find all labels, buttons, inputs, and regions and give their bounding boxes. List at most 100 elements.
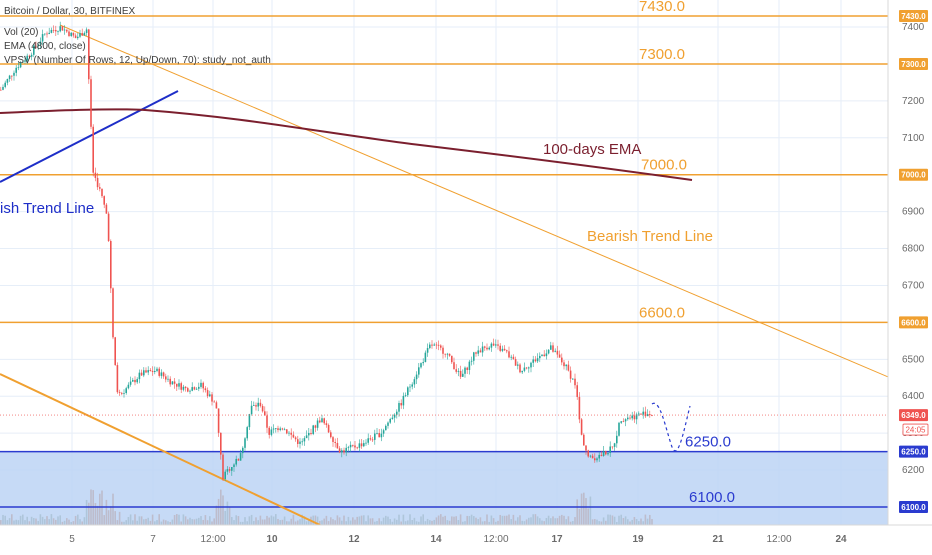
- volume-bar-126: [277, 518, 279, 525]
- volume-bar-50: [110, 506, 112, 525]
- candle-body-81: [178, 383, 180, 387]
- candle-body-49: [107, 213, 110, 242]
- candle-body-142: [312, 425, 314, 434]
- bearish-annotation: Bearish Trend Line: [587, 228, 713, 245]
- volume-bar-78: [171, 519, 174, 525]
- candle-body-88: [193, 387, 196, 390]
- volume-bar-293: [644, 514, 647, 525]
- candle-body-141: [310, 432, 312, 434]
- candle-body-164: [360, 443, 363, 447]
- candle-body-192: [422, 362, 424, 364]
- candle-body-148: [325, 423, 328, 426]
- x-tick-5: 14: [430, 534, 442, 545]
- candle-body-152: [334, 441, 336, 443]
- y-tick-7100: 7100: [902, 133, 925, 144]
- volume-bar-176: [387, 516, 389, 525]
- candle-body-82: [180, 383, 182, 390]
- volume-bar-25: [55, 519, 57, 525]
- volume-bar-130: [286, 521, 288, 525]
- volume-bar-95: [209, 516, 211, 525]
- volume-bar-214: [470, 514, 473, 525]
- candle-body-219: [481, 346, 484, 353]
- volume-bar-39: [85, 499, 88, 525]
- ema-annotation: 100-days EMA: [543, 141, 641, 158]
- candle-body-85: [187, 388, 189, 392]
- volume-bar-273: [600, 521, 603, 525]
- candle-body-134: [294, 437, 297, 440]
- volume-bar-225: [495, 521, 497, 525]
- candle-body-84: [184, 386, 187, 389]
- volume-bar-16: [35, 518, 37, 525]
- y-tick-7400: 7400: [902, 22, 925, 33]
- volume-bar-261: [574, 517, 576, 525]
- lower-trend-line[interactable]: [0, 373, 321, 526]
- candle-body-175: [385, 425, 387, 431]
- volume-bar-224: [492, 518, 495, 525]
- price-axis[interactable]: [888, 0, 932, 550]
- candle-body-231: [508, 351, 510, 358]
- candle-body-24: [52, 29, 55, 31]
- volume-bar-180: [396, 519, 398, 525]
- time-axis-labels: 5 7 12:00 10 12 14 12:00 17 19 21 12:00 24: [69, 534, 847, 545]
- volume-bar-150: [330, 517, 332, 525]
- candle-body-197: [433, 344, 435, 346]
- volume-bar-158: [347, 516, 350, 525]
- volume-bar-131: [288, 521, 290, 525]
- volume-bar-229: [503, 515, 506, 525]
- candle-body-211: [464, 367, 466, 374]
- volume-bar-155: [341, 520, 343, 525]
- candle-body-73: [160, 372, 163, 376]
- volume-bar-198: [435, 517, 438, 525]
- time-axis[interactable]: [0, 525, 932, 550]
- volume-bar-280: [616, 521, 618, 525]
- candle-body-78: [171, 381, 174, 385]
- volume-bar-88: [193, 519, 196, 525]
- candle-body-263: [578, 396, 581, 420]
- volume-bar-115: [253, 520, 255, 525]
- candle-body-187: [411, 384, 413, 387]
- candle-body-286: [629, 417, 631, 419]
- volume-bar-216: [475, 517, 477, 525]
- candle-body-270: [594, 458, 596, 461]
- volume-bar-220: [484, 521, 486, 525]
- level-tag-7430: 7430.0: [901, 12, 926, 21]
- candle-body-247: [543, 354, 545, 357]
- bullish-trend-line[interactable]: [0, 90, 179, 183]
- candle-body-6: [13, 72, 15, 76]
- candle-body-241: [530, 362, 532, 368]
- candle-body-105: [231, 467, 233, 471]
- volume-bar-289: [635, 519, 638, 525]
- candle-body-230: [506, 350, 508, 352]
- candle-body-216: [475, 352, 477, 354]
- candle-body-275: [605, 451, 607, 455]
- volume-bar-3: [6, 520, 9, 525]
- volume-bar-233: [512, 514, 515, 525]
- volume-bar-262: [576, 499, 578, 525]
- y-tick-7200: 7200: [902, 96, 925, 107]
- volume-bar-154: [338, 517, 341, 525]
- volume-bar-21: [46, 516, 48, 525]
- candle-body-185: [407, 387, 409, 396]
- candle-body-248: [545, 353, 548, 357]
- volume-bar-20: [44, 519, 46, 525]
- candle-body-157: [345, 447, 347, 453]
- level-tag-bg-7430: [899, 9, 928, 22]
- candle-body-239: [525, 367, 528, 369]
- candle-body-221: [486, 347, 488, 350]
- volume-bar-5: [11, 514, 13, 525]
- volume-bar-265: [583, 492, 585, 525]
- volume-bar-171: [376, 521, 378, 525]
- current-price-tag-bg: [899, 409, 928, 422]
- candle-body-41: [90, 79, 92, 127]
- volume-bar-168: [369, 518, 372, 525]
- volume-bar-209: [459, 514, 462, 525]
- volume-bar-166: [365, 521, 367, 525]
- candle-body-171: [376, 433, 378, 434]
- candle-body-101: [222, 454, 224, 479]
- candle-body-32: [70, 32, 72, 36]
- volume-bar-58: [127, 516, 130, 525]
- bearish-trend-line[interactable]: [59, 24, 901, 383]
- candle-body-80: [176, 383, 178, 387]
